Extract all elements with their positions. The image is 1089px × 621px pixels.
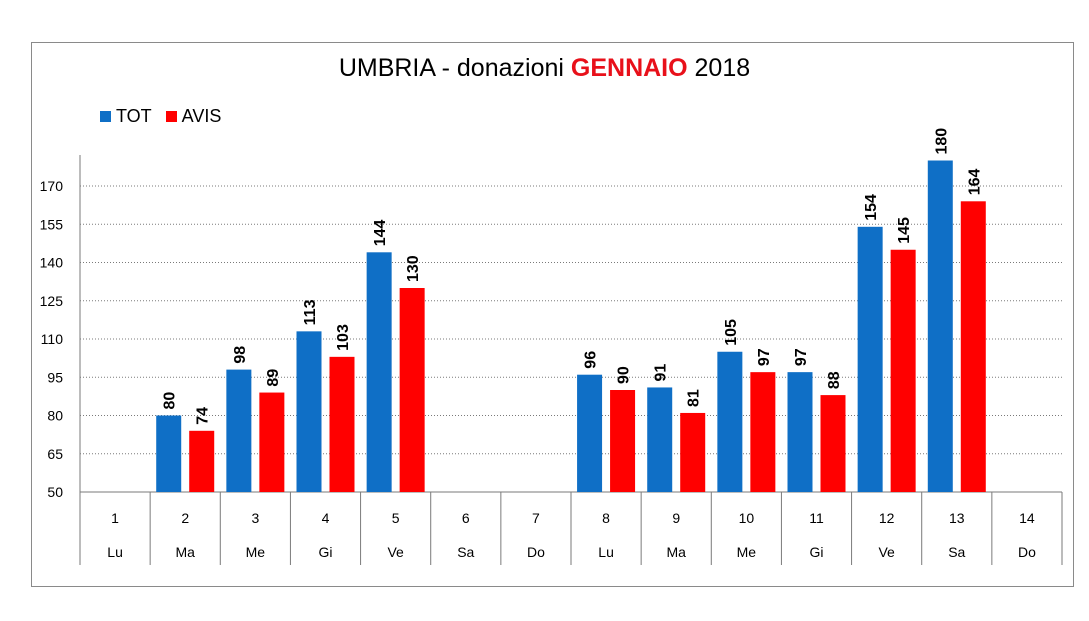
bar-avis [750, 372, 776, 492]
data-label-tot: 154 [863, 194, 880, 221]
x-tick-label: 14 [1019, 510, 1035, 526]
data-label-tot: 98 [232, 346, 249, 364]
weekday-label: Me [246, 544, 266, 560]
weekday-label: Sa [457, 544, 474, 560]
data-label-tot: 80 [162, 392, 179, 410]
chart-legend: TOT AVIS [100, 106, 235, 127]
x-tick-label: 8 [602, 510, 610, 526]
x-tick-label: 10 [739, 510, 755, 526]
data-label-tot: 144 [372, 220, 389, 247]
data-label-tot: 91 [653, 364, 670, 382]
data-label-avis: 81 [686, 389, 703, 407]
legend-label-avis: AVIS [181, 106, 222, 126]
chart-title-main: UMBRIA - donazioni [338, 54, 564, 82]
weekday-label: Lu [598, 544, 614, 560]
bar-avis [329, 356, 355, 492]
y-tick-label: 80 [47, 408, 63, 424]
bar-avis [189, 430, 215, 492]
x-tick-label: 7 [532, 510, 540, 526]
data-label-tot: 96 [583, 351, 600, 369]
y-tick-label: 155 [40, 216, 64, 232]
weekday-label: Gi [810, 544, 824, 560]
data-label-tot: 105 [723, 319, 740, 346]
data-label-avis: 89 [265, 369, 282, 387]
bar-tot [787, 372, 813, 492]
y-tick-label: 50 [47, 484, 63, 500]
data-label-avis: 130 [405, 255, 422, 282]
legend-swatch-avis [165, 111, 177, 122]
weekday-label: Sa [948, 544, 965, 560]
bar-tot [226, 369, 252, 492]
weekday-label: Me [737, 544, 757, 560]
legend-swatch-tot [100, 111, 111, 122]
legend-item-avis: AVIS [165, 106, 222, 127]
bar-avis [610, 390, 636, 492]
x-tick-label: 11 [809, 510, 824, 526]
bar-tot [296, 331, 322, 492]
y-tick-label: 110 [41, 331, 64, 347]
data-label-avis: 90 [616, 366, 633, 384]
chart-title: UMBRIA - donazioni GENNAIO 2018 [0, 54, 1089, 83]
bar-avis [680, 412, 706, 492]
data-label-avis: 145 [896, 217, 913, 244]
y-tick-label: 170 [40, 178, 64, 194]
weekday-label: Lu [107, 544, 123, 560]
bar-tot [647, 387, 673, 492]
x-tick-label: 6 [462, 510, 470, 526]
bar-avis [399, 288, 425, 492]
weekday-label: Ve [387, 544, 404, 560]
data-label-tot: 113 [302, 299, 319, 325]
bar-avis [820, 395, 846, 492]
bar-avis [960, 201, 986, 493]
data-label-tot: 97 [793, 348, 810, 366]
weekday-label: Ma [175, 544, 195, 560]
bar-avis [890, 249, 916, 492]
x-tick-label: 2 [181, 510, 189, 526]
x-tick-label: 13 [949, 510, 965, 526]
bar-tot [156, 415, 182, 492]
legend-label-tot: TOT [116, 106, 152, 126]
y-tick-label: 65 [47, 446, 63, 462]
y-tick-label: 95 [47, 369, 63, 385]
weekday-label: Do [1018, 544, 1036, 560]
bar-tot [577, 374, 603, 492]
bar-tot [366, 252, 392, 492]
legend-item-tot: TOT [100, 106, 152, 127]
bar-tot [927, 160, 953, 492]
x-tick-label: 4 [322, 510, 330, 526]
data-label-avis: 164 [966, 169, 983, 196]
bar-avis [259, 392, 285, 492]
data-label-avis: 74 [195, 407, 212, 425]
data-label-tot: 180 [933, 128, 950, 155]
weekday-label: Ma [666, 544, 686, 560]
x-tick-label: 9 [672, 510, 680, 526]
chart-title-year: 2018 [694, 54, 751, 82]
y-tick-label: 140 [40, 255, 64, 271]
weekday-label: Ve [878, 544, 895, 560]
bar-tot [857, 226, 883, 493]
x-tick-label: 1 [111, 510, 119, 526]
x-tick-label: 12 [879, 510, 895, 526]
data-label-avis: 97 [756, 348, 773, 366]
weekday-label: Do [527, 544, 545, 560]
weekday-label: Gi [319, 544, 333, 560]
bar-tot [717, 351, 743, 492]
chart-title-month: GENNAIO [570, 54, 688, 82]
data-label-avis: 88 [826, 371, 843, 389]
x-tick-label: 5 [392, 510, 400, 526]
data-label-avis: 103 [335, 324, 352, 351]
x-tick-label: 3 [251, 510, 259, 526]
y-tick-label: 125 [40, 293, 64, 309]
